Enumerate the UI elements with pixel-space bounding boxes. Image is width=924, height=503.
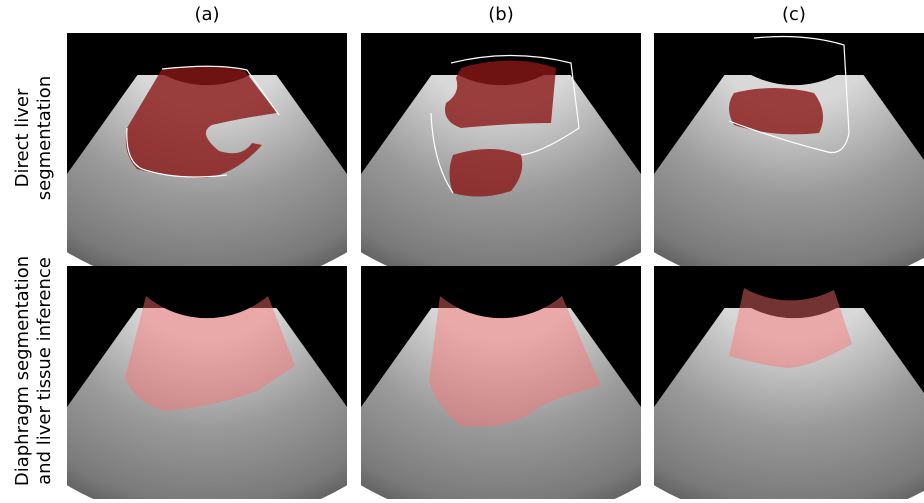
image-panel xyxy=(30,266,384,499)
row-label: Diaphragm segmentation and liver tissue … xyxy=(12,256,55,486)
column-label: (b) xyxy=(488,4,513,25)
row-label-line: Direct liver xyxy=(12,88,33,187)
column-label: (c) xyxy=(782,4,806,25)
figure: (a) (b) (c) Direct liver segmentation Di… xyxy=(0,0,924,499)
image-panel xyxy=(30,33,384,291)
column-label: (a) xyxy=(194,4,219,25)
image-panel xyxy=(617,266,924,499)
image-panel xyxy=(617,33,924,291)
row-label-line: segmentation xyxy=(34,76,55,200)
image-panel xyxy=(324,266,678,499)
row-label: Direct liver segmentation xyxy=(12,76,55,200)
row-label-line: Diaphragm segmentation xyxy=(12,256,33,486)
image-panel xyxy=(324,33,678,291)
row-label-line: and liver tissue inference xyxy=(34,257,55,485)
